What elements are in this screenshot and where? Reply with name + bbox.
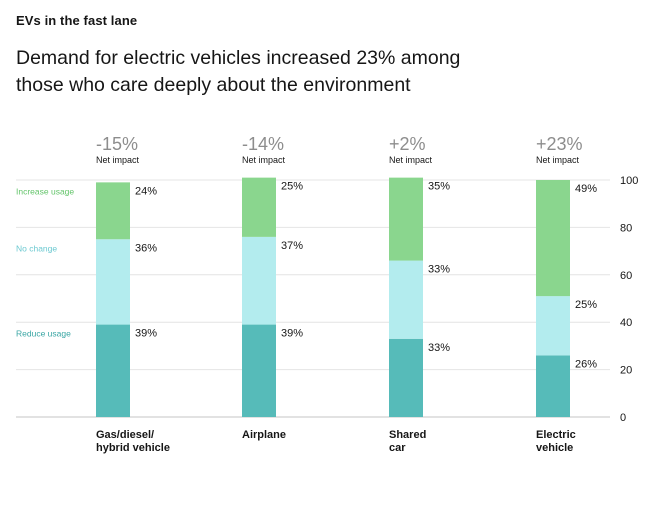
category-label-line: car	[389, 442, 406, 454]
bar-segment-no-change	[389, 260, 423, 339]
y-tick-label-80: 80	[620, 222, 632, 234]
data-label-reduce: 33%	[428, 342, 450, 354]
net-impact-value: +23%	[536, 134, 583, 154]
bar-segment-no-change	[96, 239, 130, 325]
net-impact-value: -14%	[242, 134, 284, 154]
data-label-no-change: 25%	[575, 299, 597, 311]
bar-segment-no-change	[242, 236, 276, 325]
y-tick-label-100: 100	[620, 175, 638, 187]
category-label-line: Gas/diesel/	[96, 429, 154, 441]
category-label: Electric vehicle	[536, 429, 576, 454]
data-label-no-change: 33%	[428, 264, 450, 276]
net-impact-label: Net impact	[242, 155, 286, 165]
data-label-reduce: 39%	[281, 328, 303, 340]
legend-item-increase: Increase usage	[16, 186, 74, 196]
category-label: Gas/diesel/hybrid vehicle	[96, 429, 170, 454]
net-impact-value: -15%	[96, 134, 138, 154]
category-label-line: Airplane	[242, 429, 286, 441]
category-label-line: vehicle	[536, 442, 573, 454]
legend-item-reduce: Reduce usage	[16, 329, 71, 339]
net-impact-label: Net impact	[536, 155, 580, 165]
bar-segment-increase	[96, 182, 130, 240]
net-impact-label: Net impact	[389, 155, 433, 165]
y-tick-label-60: 60	[620, 270, 632, 282]
category-label-line: Shared	[389, 429, 426, 441]
net-impact-label: Net impact	[96, 155, 140, 165]
chart-headline: Demand for electric vehicles increased 2…	[16, 47, 461, 96]
net-impact-value: +2%	[389, 134, 426, 154]
bar-segment-increase	[242, 177, 276, 237]
bar-segment-reduce	[242, 324, 276, 417]
category-label-line: Electric	[536, 429, 576, 441]
legend-item-no-change: No change	[16, 243, 57, 253]
bar-segment-increase	[389, 177, 423, 261]
data-label-increase: 24%	[135, 185, 157, 197]
category-label: Shared car	[389, 429, 426, 454]
data-label-increase: 25%	[281, 181, 303, 193]
y-tick-label-0: 0	[620, 412, 626, 424]
bar-segment-no-change	[536, 296, 570, 356]
data-label-reduce: 39%	[135, 328, 157, 340]
bar-segment-reduce	[536, 355, 570, 417]
data-label-increase: 49%	[575, 183, 597, 195]
data-label-reduce: 26%	[575, 358, 597, 370]
data-label-increase: 35%	[428, 181, 450, 193]
category-label: Airplane	[242, 429, 286, 441]
y-tick-label-40: 40	[620, 317, 632, 329]
y-tick-label-20: 20	[620, 365, 632, 377]
bar-segment-reduce	[96, 324, 130, 417]
bar-segment-increase	[536, 180, 570, 297]
chart-kicker: EVs in the fast lane	[16, 13, 138, 28]
category-label-line: hybrid vehicle	[96, 442, 170, 454]
bar-segment-reduce	[389, 338, 423, 417]
data-label-no-change: 36%	[135, 242, 157, 254]
data-label-no-change: 37%	[281, 240, 303, 252]
